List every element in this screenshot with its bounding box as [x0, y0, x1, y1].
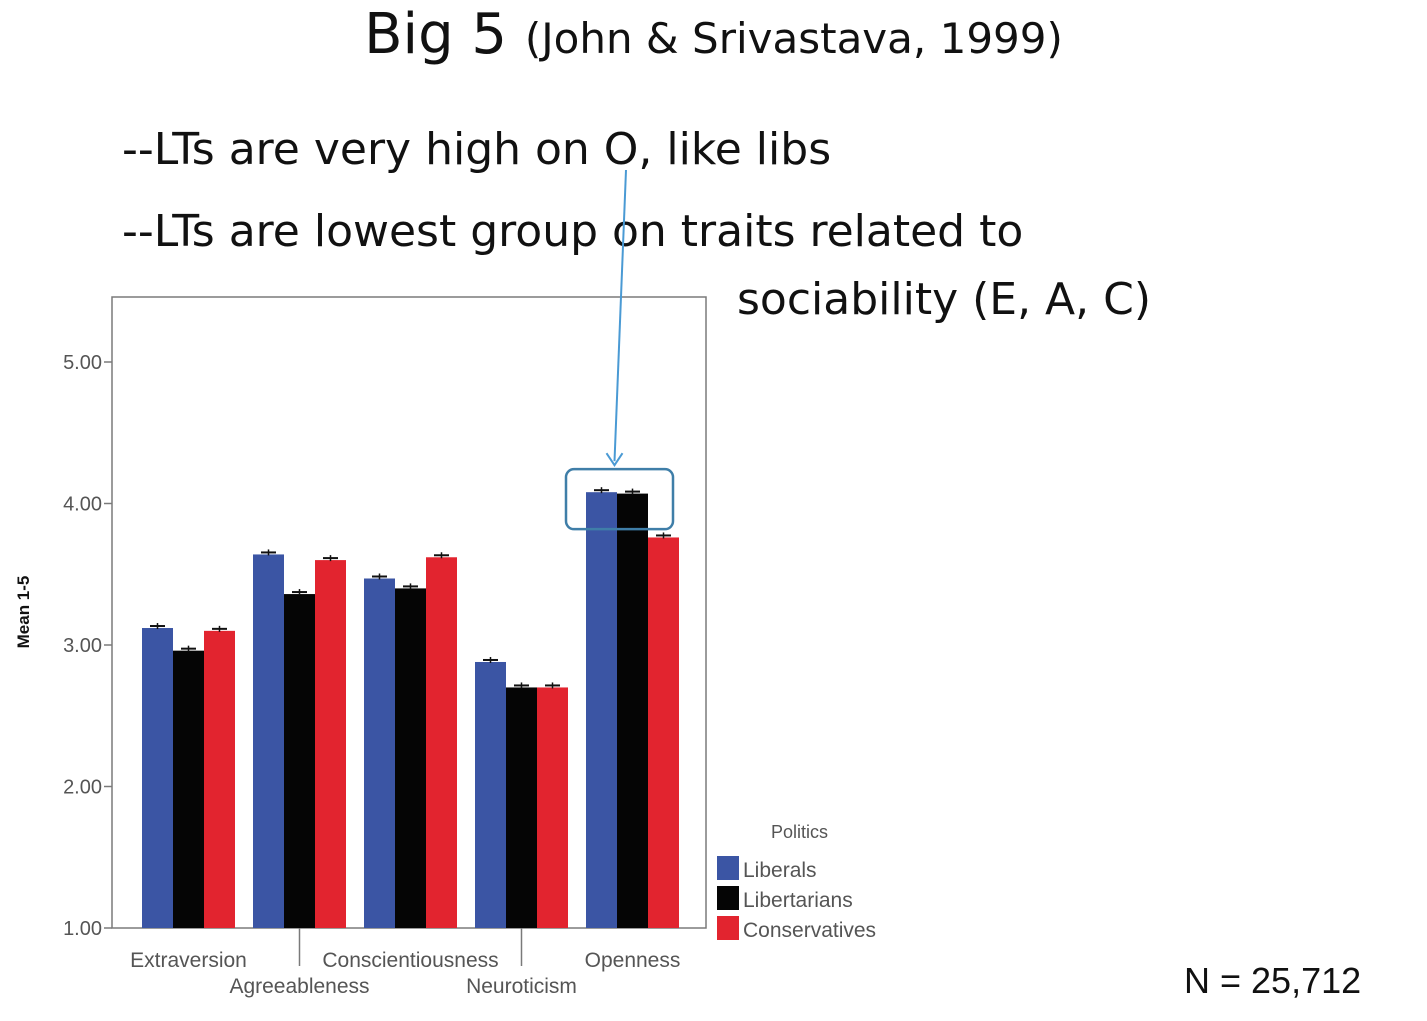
bullet-sociability-continued: sociability (E, A, C) — [737, 274, 1152, 325]
legend-swatch-liberals — [717, 856, 739, 880]
bar-extraversion-conservatives — [204, 630, 235, 928]
legend-label-liberals: Liberals — [743, 859, 817, 882]
x-tick-label-agreeableness: Agreeableness — [229, 975, 369, 998]
bullet-sociability: --LTs are lowest group on traits related… — [122, 206, 1024, 257]
legend-label-conservatives: Conservatives — [743, 919, 876, 942]
bar-agreeableness-liberals — [253, 554, 284, 928]
y-tick-label: 4.00 — [63, 494, 102, 516]
legend-title: Politics — [771, 822, 828, 842]
x-tick-label-extraversion: Extraversion — [130, 949, 247, 972]
legend-label-libertarians: Libertarians — [743, 889, 853, 912]
bar-conscientiousness-conservatives — [426, 557, 457, 928]
highlight-box — [564, 467, 675, 531]
x-tick-label-conscientiousness: Conscientiousness — [322, 949, 498, 972]
y-tick-label: 3.00 — [63, 635, 102, 657]
bar-openness-conservatives — [648, 537, 679, 928]
bar-openness-libertarians — [617, 493, 648, 928]
bar-conscientiousness-libertarians — [395, 588, 426, 928]
bullet-openness: --LTs are very high on O, like libs — [122, 124, 832, 175]
bar-neuroticism-libertarians — [506, 687, 537, 928]
bars-group — [142, 487, 679, 928]
y-tick-label: 1.00 — [63, 918, 102, 940]
legend-swatch-conservatives — [717, 916, 739, 940]
x-axis: Extraversion Agreeableness Conscientiousne… — [130, 928, 680, 998]
y-tick-label: 2.00 — [63, 777, 102, 799]
x-tick-label-openness: Openness — [585, 949, 681, 972]
bar-conscientiousness-liberals — [364, 578, 395, 928]
bar-extraversion-liberals — [142, 628, 173, 928]
bar-extraversion-libertarians — [173, 650, 204, 928]
annotation-group — [564, 169, 675, 531]
bar-openness-liberals — [586, 492, 617, 928]
x-tick-label-neuroticism: Neuroticism — [466, 975, 577, 998]
bar-agreeableness-libertarians — [284, 594, 315, 928]
y-axis-label: Mean 1-5 — [14, 576, 33, 649]
y-axis: 1.00 2.00 3.00 4.00 5.00 — [63, 352, 112, 940]
legend: Politics Liberals Libertarians Conservative… — [717, 822, 876, 942]
bar-neuroticism-liberals — [475, 661, 506, 928]
bar-neuroticism-conservatives — [537, 687, 568, 928]
annotation-arrow-head — [605, 452, 624, 467]
title-main: Big 5 — [364, 2, 508, 67]
sample-size: N = 25,712 — [1184, 960, 1362, 1001]
annotation-arrow-line — [613, 169, 627, 462]
bar-agreeableness-conservatives — [315, 560, 346, 928]
y-tick-label: 5.00 — [63, 352, 102, 374]
slide-title: Big 5 (John & Srivastava, 1999) — [0, 2, 1427, 67]
legend-swatch-libertarians — [717, 886, 739, 910]
title-citation: (John & Srivastava, 1999) — [524, 14, 1063, 63]
